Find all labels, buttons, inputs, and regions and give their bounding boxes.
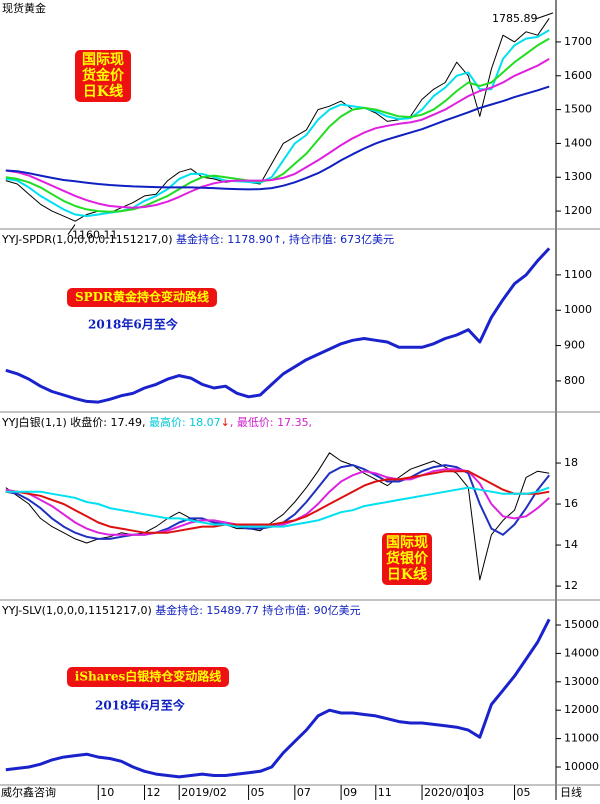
header-segment: 基金持仓: 15489.77 持仓市值: 90亿美元 — [155, 603, 360, 617]
header-segment: 基金持仓: 1178.90↑, 持仓市值: 673亿美元 — [176, 232, 394, 246]
x-tick-label: 10 — [100, 786, 114, 799]
y-tick-label: 15000 — [564, 618, 599, 631]
series-line — [5, 247, 551, 404]
label-box-text: 货银价 — [385, 550, 429, 567]
series-line — [5, 58, 550, 209]
y-tick-label: 16 — [564, 497, 578, 510]
y-tick-label: 1700 — [564, 35, 592, 48]
label-box-text: iShares白银持仓变动路线 — [75, 669, 221, 684]
header-segment: ↓ — [221, 416, 230, 429]
label-box — [67, 667, 229, 687]
x-tick-label: 05 — [517, 786, 531, 799]
series-line — [5, 37, 550, 213]
y-tick-label: 11000 — [564, 732, 599, 745]
subtitle: 2018年6月至今 — [95, 698, 186, 713]
panel-header: YYJ-SLV(1,0,0,0,1151217,0) 基金持仓: 15489.7… — [1, 603, 361, 617]
x-tick-label: 11 — [378, 786, 392, 799]
series-line — [5, 29, 550, 218]
y-tick-label: 13000 — [564, 675, 599, 688]
header-segment: YYJ白银(1,1) 收盘价: 17.49, — [1, 415, 149, 429]
y-tick-label: 12 — [564, 579, 578, 592]
y-tick-label: 1600 — [564, 69, 592, 82]
y-tick-label: 1400 — [564, 136, 592, 149]
label-box — [75, 50, 131, 102]
panel-header: YYJ白银(1,1) 收盘价: 17.49, 最高价: 18.07↓, 最低价:… — [1, 415, 312, 429]
series-line — [5, 618, 551, 779]
high-leader — [535, 12, 554, 20]
label-box — [67, 288, 217, 307]
high-label: 1785.89 — [492, 12, 538, 25]
header-segment: , 最低价: 17.35, — [230, 416, 312, 429]
y-tick-label: 1100 — [564, 268, 592, 281]
panel-header: YYJ-SPDR(1,0,0,0,0,1151217,0) 基金持仓: 1178… — [1, 232, 394, 246]
x-tick-label: 05 — [251, 786, 265, 799]
y-tick-label: 14000 — [564, 646, 599, 659]
low-leader — [67, 224, 76, 235]
header-segment: YYJ-SLV(1,0,0,0,1151217,0) — [1, 604, 155, 617]
header-segment: 最高价: 18.07 — [149, 415, 221, 429]
low-label: 1160.11 — [72, 229, 118, 242]
y-tick-label: 1200 — [564, 204, 592, 217]
x-tick-label: 09 — [343, 786, 357, 799]
label-box — [382, 533, 432, 585]
source-label: 威尔鑫咨询 — [1, 785, 56, 799]
x-tick-label: 07 — [297, 786, 311, 799]
x-tick-label: 2020/01 — [424, 786, 470, 799]
header-segment: YYJ-SPDR(1,0,0,0,0,1151217,0) — [1, 233, 176, 246]
series-line — [5, 486, 550, 528]
y-tick-label: 1000 — [564, 303, 592, 316]
series-line — [5, 470, 550, 534]
series-line — [5, 452, 550, 581]
label-box-text: 日K线 — [83, 83, 123, 100]
x-tick-label: 12 — [147, 786, 161, 799]
y-tick-label: 14 — [564, 538, 578, 551]
label-box-text: 国际现 — [82, 52, 124, 68]
y-tick-label: 12000 — [564, 703, 599, 716]
label-box-text: 国际现 — [386, 535, 428, 551]
subtitle: 2018年6月至今 — [88, 317, 179, 332]
label-box-text: 日K线 — [387, 566, 427, 583]
panel-title: 现货黄金 — [2, 1, 46, 15]
x-tick-label: 2019/02 — [181, 786, 227, 799]
y-tick-label: 10000 — [564, 760, 599, 773]
series-line — [5, 468, 550, 536]
series-line — [5, 85, 550, 191]
y-tick-label: 900 — [564, 339, 585, 352]
y-tick-label: 1300 — [564, 170, 592, 183]
frequency-label: 日线 — [560, 785, 582, 799]
y-tick-label: 1500 — [564, 103, 592, 116]
y-tick-label: 800 — [564, 374, 585, 387]
y-tick-label: 18 — [564, 456, 578, 469]
x-tick-label: 03 — [470, 786, 484, 799]
label-box-text: SPDR黄金持仓变动路线 — [75, 289, 209, 304]
label-box-text: 货金价 — [81, 67, 125, 84]
